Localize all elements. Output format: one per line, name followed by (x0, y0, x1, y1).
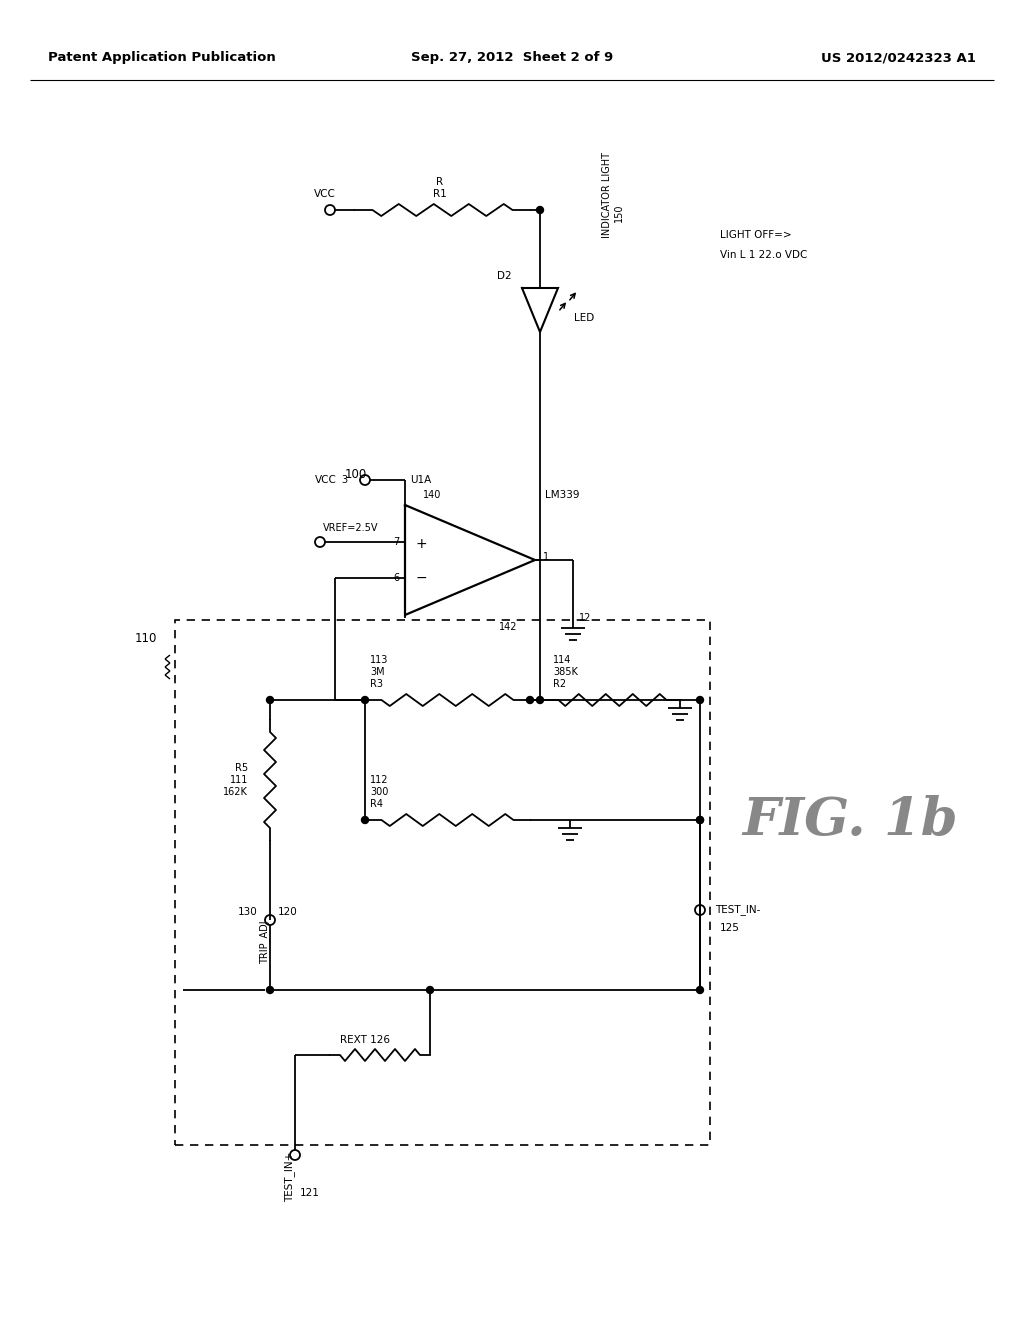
Text: US 2012/0242323 A1: US 2012/0242323 A1 (821, 51, 976, 65)
Text: 114: 114 (553, 655, 571, 665)
Text: LM339: LM339 (545, 490, 580, 500)
Circle shape (266, 697, 273, 704)
Text: 162K: 162K (223, 787, 248, 797)
Text: 6: 6 (393, 573, 399, 583)
Text: LIGHT OFF=>: LIGHT OFF=> (720, 230, 792, 240)
Text: D2: D2 (498, 271, 512, 281)
Circle shape (427, 986, 433, 994)
Text: VCC: VCC (314, 189, 336, 199)
Circle shape (537, 206, 544, 214)
Text: 130: 130 (239, 907, 258, 917)
Text: 142: 142 (499, 622, 517, 632)
Text: FIG. 1b: FIG. 1b (742, 795, 957, 846)
Text: R1: R1 (433, 189, 446, 199)
Text: R2: R2 (553, 678, 566, 689)
Text: 125: 125 (720, 923, 740, 933)
Text: R: R (436, 177, 443, 187)
Text: 7: 7 (393, 537, 399, 546)
Text: −: − (415, 572, 427, 585)
Text: R5: R5 (234, 763, 248, 774)
Text: 111: 111 (229, 775, 248, 785)
Text: 112: 112 (370, 775, 388, 785)
Bar (175, 620, 710, 1144)
Text: 3M: 3M (370, 667, 385, 677)
Text: U1A: U1A (410, 475, 431, 484)
Text: 1: 1 (543, 552, 549, 562)
Text: 140: 140 (423, 490, 441, 500)
Circle shape (526, 697, 534, 704)
Circle shape (537, 697, 544, 704)
Circle shape (696, 817, 703, 824)
Text: 121: 121 (300, 1188, 319, 1199)
Text: 120: 120 (279, 907, 298, 917)
Text: VCC: VCC (315, 475, 337, 484)
Text: TRIP_ADJ: TRIP_ADJ (259, 920, 270, 964)
Text: 150: 150 (614, 203, 624, 222)
Circle shape (266, 986, 273, 994)
Circle shape (696, 817, 703, 824)
Text: Vin L 1 22.o VDC: Vin L 1 22.o VDC (720, 249, 807, 260)
Text: 300: 300 (370, 787, 388, 797)
Text: +: + (415, 537, 427, 550)
Text: Sep. 27, 2012  Sheet 2 of 9: Sep. 27, 2012 Sheet 2 of 9 (411, 51, 613, 65)
Text: TEST_IN-: TEST_IN- (715, 904, 761, 916)
Text: INDICATOR LIGHT: INDICATOR LIGHT (602, 152, 612, 238)
Text: TEST_IN+: TEST_IN+ (285, 1152, 296, 1203)
Text: R3: R3 (370, 678, 383, 689)
Text: 113: 113 (370, 655, 388, 665)
Text: VREF=2.5V: VREF=2.5V (323, 523, 379, 533)
Circle shape (696, 986, 703, 994)
Circle shape (696, 697, 703, 704)
Text: 110: 110 (134, 631, 157, 644)
Text: 385K: 385K (553, 667, 578, 677)
Text: REXT 126: REXT 126 (340, 1035, 390, 1045)
Circle shape (361, 817, 369, 824)
Text: 12: 12 (579, 612, 592, 623)
Text: Patent Application Publication: Patent Application Publication (48, 51, 275, 65)
Circle shape (361, 697, 369, 704)
Text: R4: R4 (370, 799, 383, 809)
Text: 100: 100 (345, 469, 368, 482)
Text: LED: LED (574, 313, 594, 323)
Text: 3: 3 (341, 475, 347, 484)
